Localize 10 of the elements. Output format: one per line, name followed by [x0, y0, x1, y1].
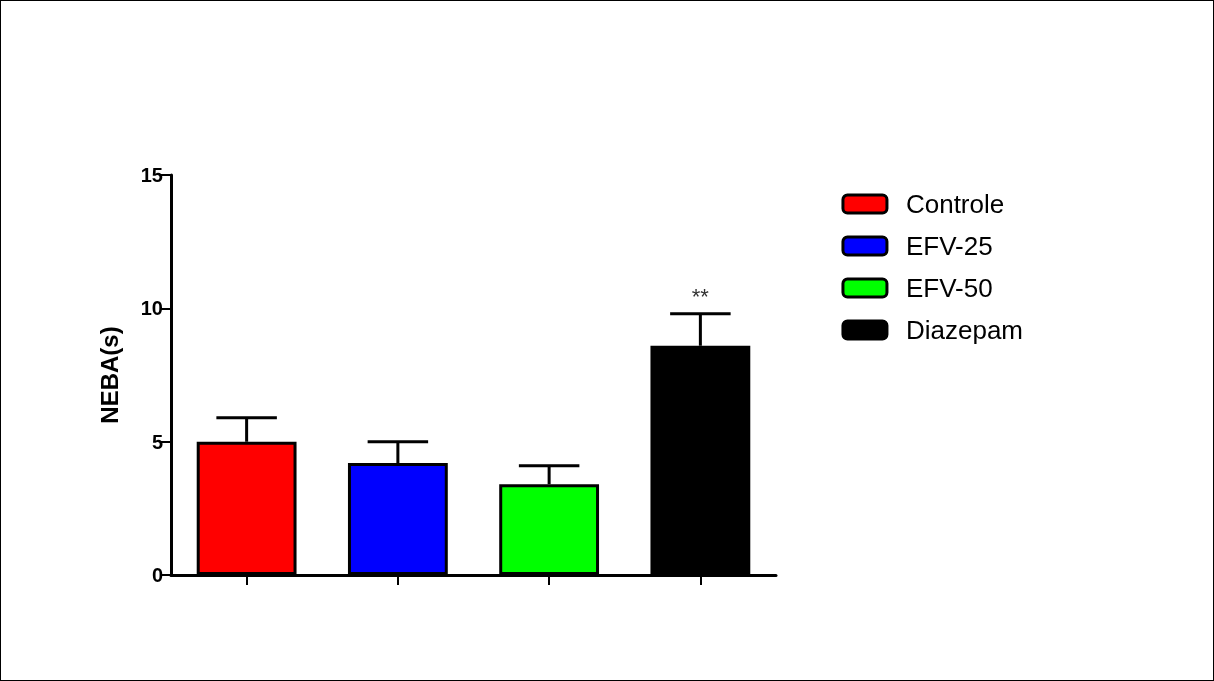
legend-label: EFV-25	[905, 231, 993, 261]
y-tick-label: 10	[140, 297, 163, 320]
y-axis-title: NEBA(s)	[95, 326, 123, 424]
data-label: **	[691, 284, 710, 310]
y-tick-label: 15	[140, 164, 163, 186]
y-tick-label: 5	[151, 430, 163, 453]
legend-label: EFV-50	[905, 273, 993, 303]
legend-label: Diazepam	[905, 315, 1024, 345]
legend-label: Controle	[905, 189, 1005, 219]
y-tick-label: 0	[151, 564, 163, 586]
